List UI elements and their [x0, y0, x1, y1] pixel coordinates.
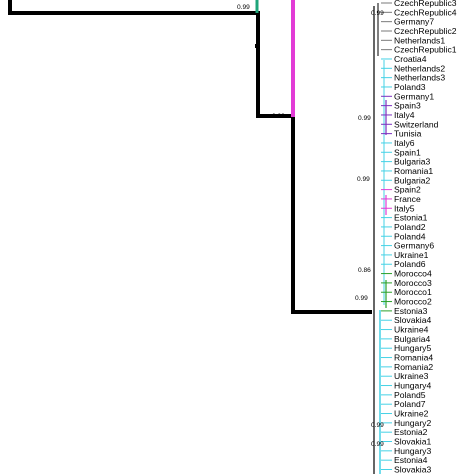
- leaf-label: Germany7: [394, 17, 434, 27]
- leaf-label: Slovakia4: [394, 315, 431, 325]
- backbone: [8, 0, 372, 314]
- backbone-top-branch: [10, 11, 260, 48]
- backbone-mid-branch: [256, 46, 293, 118]
- leaf-label: Poland4: [394, 231, 426, 241]
- leaf-label: Morocco2: [394, 297, 432, 307]
- leaf-label: Poland2: [394, 222, 426, 232]
- leaf-label: Bulgaria4: [394, 334, 431, 344]
- leaf-label: Slovakia1: [394, 437, 431, 447]
- support-value-hungary3: 0.99: [371, 441, 384, 448]
- leaf-label: Germany6: [394, 241, 434, 251]
- leaf-label: France: [394, 194, 421, 204]
- right-clade: [373, 3, 387, 474]
- leaf-label: Croatia4: [394, 54, 427, 64]
- leaf-label: Netherlands2: [394, 63, 445, 73]
- leaf-label: Morocco3: [394, 278, 432, 288]
- leaf-label: CzechRepublic3: [394, 0, 457, 8]
- leaf-label: Netherlands3: [394, 73, 445, 83]
- leaf-label: Romania1: [394, 166, 433, 176]
- leaf-label: Italy6: [394, 138, 415, 148]
- leaf-label: Hungary2: [394, 418, 431, 428]
- leaf-label: Ukraine4: [394, 325, 429, 335]
- support-value-mid: 0.99: [272, 113, 285, 120]
- support-value-top: 0.99: [237, 4, 250, 11]
- backbone-lower-branch: [291, 116, 372, 314]
- leaf-label: Romania4: [394, 353, 433, 363]
- leaf-label: Estonia2: [394, 427, 428, 437]
- leaf-label: Switzerland: [394, 119, 439, 129]
- leaf-label: Ukraine2: [394, 409, 429, 419]
- leaf-label: Hungary3: [394, 446, 431, 456]
- leaf-label: Estonia1: [394, 213, 428, 223]
- leaf-label: Estonia4: [394, 455, 428, 465]
- leaf-label: Spain2: [394, 185, 421, 195]
- support-value-hungary2: 0.99: [371, 422, 384, 429]
- leaf-tips: [381, 2, 392, 470]
- leaf-label: Poland7: [394, 399, 426, 409]
- leaf-label: Italy4: [394, 110, 415, 120]
- leaf-label: Germany1: [394, 91, 434, 101]
- leaf-label: Hungary4: [394, 381, 431, 391]
- support-value-poland3: 0.99: [358, 115, 371, 122]
- leaf-label: Tunisia: [394, 129, 422, 139]
- leaf-label: Poland6: [394, 259, 426, 269]
- leaf-label: Spain1: [394, 147, 421, 157]
- leaf-label: CzechRepublic4: [394, 7, 457, 17]
- leaf-label: Morocco1: [394, 287, 432, 297]
- support-value-lower: 0.99: [355, 295, 368, 302]
- support-value-upper-right: 0.99: [371, 10, 384, 17]
- leaf-label: Hungary5: [394, 343, 431, 353]
- leaf-label: Ukraine1: [394, 250, 429, 260]
- leaf-label: Netherlands1: [394, 35, 445, 45]
- leaf-label: CzechRepublic1: [394, 45, 457, 55]
- leaf-label: Morocco4: [394, 269, 432, 279]
- leaf-label: Poland3: [394, 82, 426, 92]
- leaf-labels: CzechRepublic3CzechRepublic4Germany7Czec…: [394, 0, 457, 474]
- leaf-label: Spain3: [394, 101, 421, 111]
- leaf-label: Bulgaria2: [394, 175, 431, 185]
- leaf-label: Ukraine3: [394, 371, 429, 381]
- leaf-label: Estonia3: [394, 306, 428, 316]
- leaf-label: Poland5: [394, 390, 426, 400]
- leaf-label: Slovakia3: [394, 465, 431, 474]
- support-value-poland6: 0.86: [358, 267, 371, 274]
- support-value-romania: 0.99: [357, 176, 370, 183]
- leaf-label: Italy5: [394, 203, 415, 213]
- leaf-label: CzechRepublic2: [394, 26, 457, 36]
- leaf-label: Bulgaria3: [394, 157, 431, 167]
- leaf-label: Romania2: [394, 362, 433, 372]
